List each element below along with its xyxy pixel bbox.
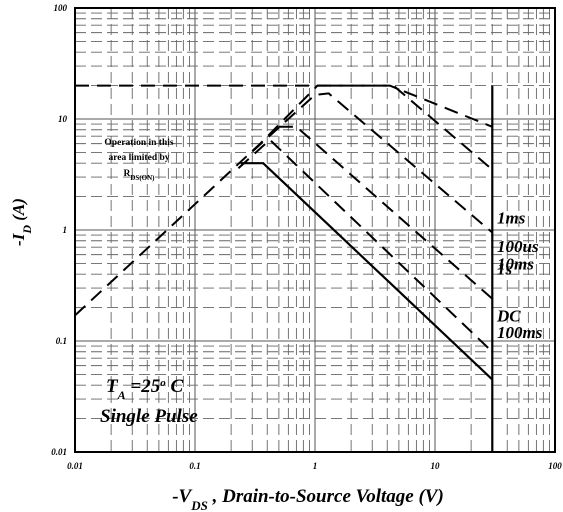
x-tick-label: 10: [431, 461, 441, 471]
y-axis-label: -ID (A): [9, 198, 34, 246]
series-10ms: [251, 92, 493, 234]
series-dc: [240, 85, 494, 452]
series-1s: [237, 138, 493, 353]
x-tick-label: 100: [548, 461, 562, 471]
x-tick-label: 0.01: [67, 461, 83, 471]
y-tick-label: 1: [63, 225, 68, 235]
single-pulse-label: Single Pulse: [100, 406, 198, 427]
test-conditions: TA =25o C Single Pulse: [100, 376, 198, 427]
curve-label-100ms: 100ms: [497, 323, 543, 342]
x-tick-label: 0.1: [189, 461, 200, 471]
curve-label-10ms: 10ms: [497, 254, 534, 273]
curve-label-1s: 1s: [497, 259, 513, 278]
x-axis-label: -VDS , Drain-to-Source Voltage (V): [172, 486, 444, 512]
grid: [74, 8, 555, 453]
ambient-temp-label: TA =25o C: [106, 376, 183, 402]
tick-labels: 0.01 0.1 1 10 100 100 10 1 0.1 0.01: [51, 3, 562, 471]
series-100us: [75, 84, 493, 128]
curves: 100us 1ms 10ms 100ms 1s DC: [74, 84, 543, 452]
curve-label-100us: 100us: [497, 237, 539, 256]
y-tick-label: 10: [58, 114, 68, 124]
note-line-2: area limited by: [108, 153, 169, 163]
rds-on-note: Operation in this area limited by RDS(ON…: [104, 138, 173, 182]
y-tick-label: 0.01: [51, 447, 67, 457]
series-rds-on-limit: [74, 84, 329, 317]
series-100ms: [278, 125, 493, 300]
curve-label-1ms: 1ms: [497, 208, 526, 227]
series-1ms: [328, 84, 493, 171]
plot-frame: [74, 7, 556, 453]
y-tick-label: 0.1: [56, 336, 67, 346]
x-tick-label: 1: [313, 461, 318, 471]
curve-label-dc: DC: [496, 306, 521, 325]
y-tick-label: 100: [54, 3, 68, 13]
note-line-3: RDS(ON): [124, 169, 156, 182]
note-line-1: Operation in this: [104, 138, 173, 148]
